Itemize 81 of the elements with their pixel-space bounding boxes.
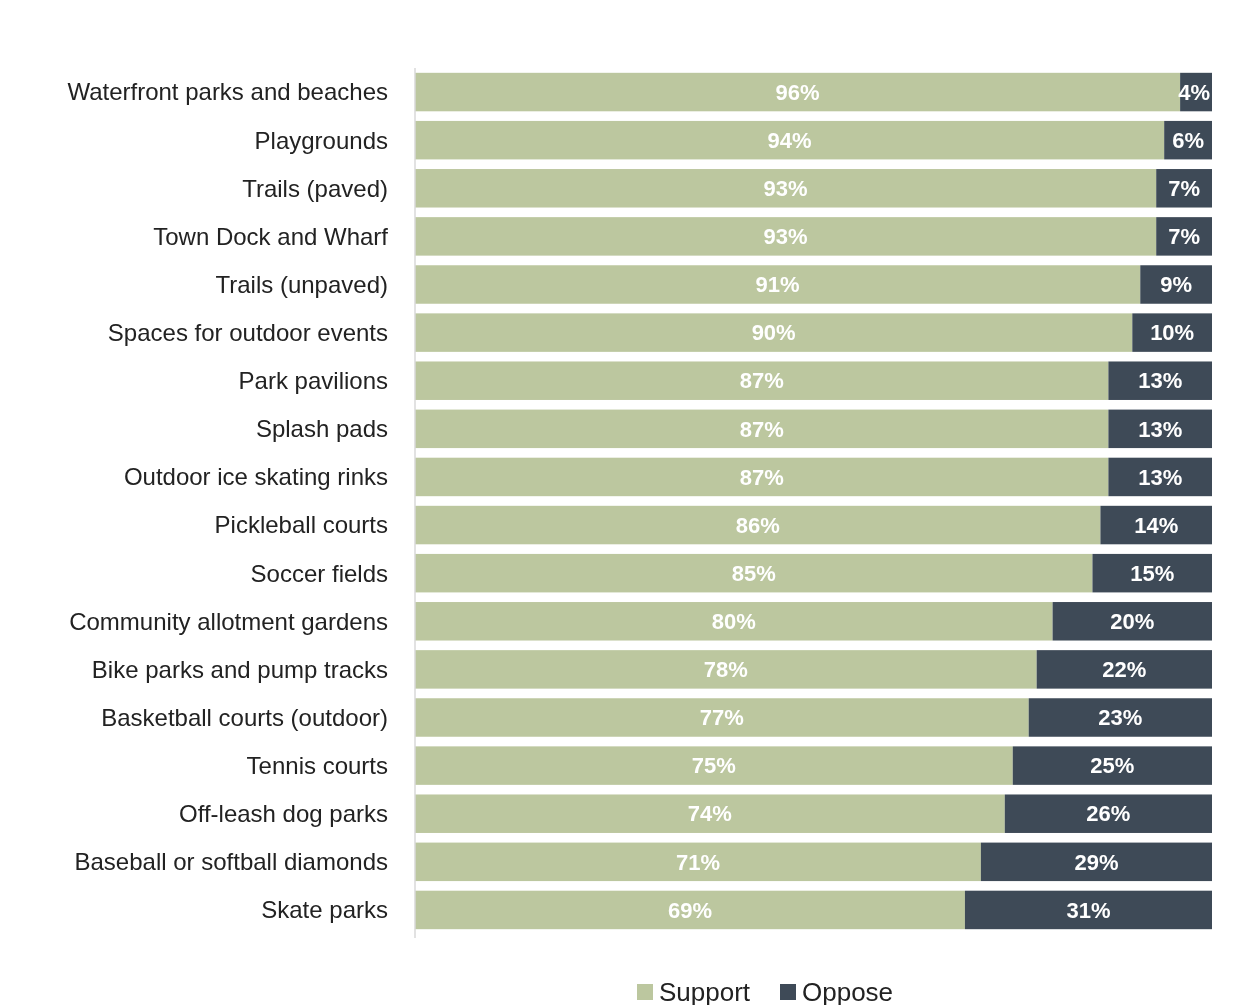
data-label: 86% [735, 512, 780, 538]
data-label: 75% [691, 753, 736, 779]
bar [1052, 602, 1212, 641]
bar [1100, 505, 1212, 545]
data-label: 74% [687, 801, 732, 827]
y-tick-label: Skate parks [261, 896, 388, 924]
data-label: 91% [755, 272, 800, 298]
data-label: 87% [739, 416, 784, 442]
y-tick-label: Bike parks and pump tracks [91, 655, 388, 683]
y-tick-label: Tennis courts [246, 752, 388, 780]
bar [415, 169, 1157, 208]
bar [415, 650, 1037, 689]
bar [415, 409, 1109, 449]
data-label: 7% [1168, 224, 1200, 250]
data-label: 29% [1074, 849, 1119, 875]
bar [415, 794, 1005, 833]
data-label: 71% [675, 849, 720, 875]
bar [1028, 698, 1212, 737]
bar [415, 120, 1165, 160]
bar [415, 457, 1109, 497]
data-label: 93% [763, 175, 808, 201]
y-tick-label: Playgrounds [254, 126, 388, 154]
data-label: 31% [1066, 897, 1111, 923]
y-tick-label: Basketball courts (outdoor) [101, 703, 388, 731]
data-label: 13% [1138, 464, 1183, 490]
data-label: 96% [775, 79, 820, 105]
data-label: 10% [1150, 320, 1195, 346]
data-label: 13% [1138, 416, 1183, 442]
data-label: 85% [731, 560, 776, 586]
bar [415, 842, 981, 882]
y-tick-label: Baseball or softball diamonds [74, 848, 388, 876]
y-tick-label: Off-leash dog parks [178, 800, 388, 828]
bar [415, 602, 1053, 641]
bar [415, 890, 965, 930]
bar [1012, 746, 1212, 785]
bar [415, 217, 1157, 256]
data-label: 26% [1086, 801, 1131, 827]
bar [1108, 361, 1212, 400]
bar [1092, 553, 1212, 593]
y-tick-label: Community allotment gardens [69, 607, 388, 635]
bar [415, 313, 1133, 352]
bar [415, 553, 1093, 593]
data-label: 14% [1134, 512, 1179, 538]
data-label: 87% [739, 368, 784, 394]
bar [1036, 650, 1212, 689]
data-label: 94% [767, 127, 812, 153]
data-label: 7% [1168, 175, 1200, 201]
y-tick-label: Trails (paved) [242, 174, 388, 202]
bar [980, 842, 1212, 882]
bar [415, 505, 1101, 545]
data-label: 90% [751, 320, 796, 346]
y-tick-label: Spaces for outdoor events [107, 319, 388, 347]
bar [415, 361, 1109, 400]
data-label: 25% [1090, 753, 1135, 779]
data-label: 13% [1138, 368, 1183, 394]
y-tick-label: Soccer fields [250, 559, 388, 587]
y-tick-label: Town Dock and Wharf [153, 222, 389, 250]
data-label: 6% [1172, 127, 1204, 153]
bar [1140, 265, 1212, 304]
data-label: 93% [763, 224, 808, 250]
y-tick-label: Trails (unpaved) [215, 270, 388, 298]
data-label: 20% [1110, 608, 1155, 634]
y-tick-label: Park pavilions [238, 367, 388, 395]
data-label: 78% [703, 657, 748, 683]
bar [415, 265, 1141, 304]
bar [1004, 794, 1212, 833]
y-tick-label: Outdoor ice skating rinks [123, 463, 388, 491]
data-label: 15% [1130, 560, 1175, 586]
bar [415, 746, 1013, 785]
data-label: 23% [1098, 705, 1143, 731]
y-tick-label: Splash pads [255, 415, 388, 443]
y-tick-label: Pickleball courts [214, 511, 388, 539]
data-label: 69% [667, 897, 712, 923]
data-label: 77% [699, 705, 744, 731]
y-tick-label: Waterfront parks and beaches [67, 78, 388, 106]
bar [415, 698, 1029, 737]
bar [964, 890, 1212, 930]
data-label: 22% [1102, 657, 1147, 683]
data-label: 9% [1160, 272, 1193, 298]
data-label: 80% [711, 608, 756, 634]
data-label: 87% [739, 464, 784, 490]
